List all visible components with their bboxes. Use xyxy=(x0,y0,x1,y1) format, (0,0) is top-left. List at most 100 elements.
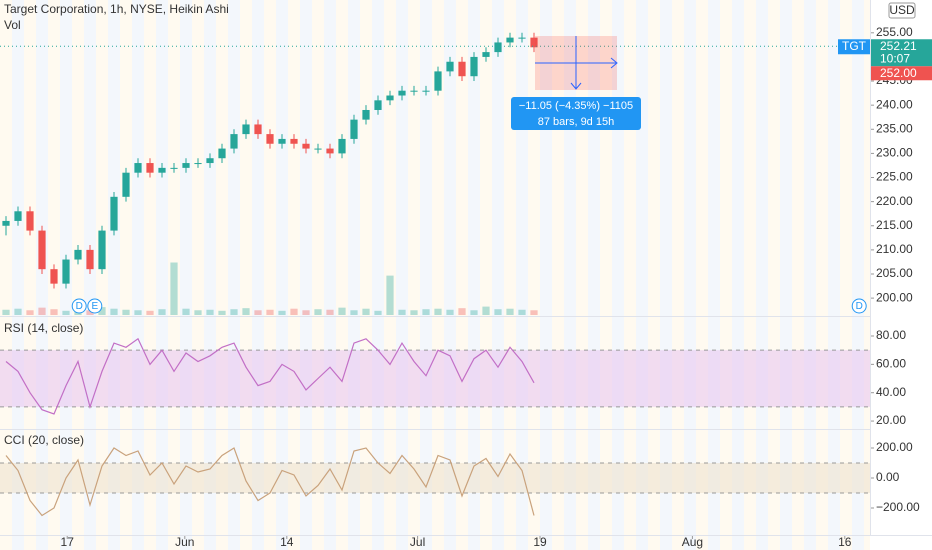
y-tick-label: 60.00 xyxy=(876,357,906,371)
candle-body xyxy=(530,37,538,48)
indicator-line xyxy=(5,337,535,415)
candle-body xyxy=(338,138,346,154)
volume-bar xyxy=(146,310,154,315)
event-marker xyxy=(71,298,87,314)
volume-bar xyxy=(326,309,334,315)
x-tick-label: 17 xyxy=(61,535,75,549)
candle-body xyxy=(38,230,46,270)
candle-body xyxy=(50,269,58,284)
currency-box[interactable] xyxy=(888,2,916,19)
candle-body xyxy=(326,148,334,154)
x-tick-label: 19 xyxy=(533,535,547,549)
x-tick-label: Jun xyxy=(175,535,194,549)
countdown: 10:07 xyxy=(880,51,910,65)
y-tick-label: 235.00 xyxy=(876,121,913,135)
event-label: D xyxy=(76,301,83,312)
y-tick-label: 200.00 xyxy=(876,290,913,304)
chart-title: Target Corporation, 1h, NYSE, Heikin Ash… xyxy=(4,2,229,16)
pane-title: CCI (20, close) xyxy=(4,433,84,447)
volume-bar xyxy=(434,308,442,315)
candle-body xyxy=(290,138,298,144)
measure-arrow xyxy=(570,82,582,90)
volume-bar xyxy=(170,262,178,315)
volume-bar xyxy=(314,309,322,315)
volume-label: Vol xyxy=(4,18,21,32)
volume-bar xyxy=(242,308,250,315)
candle-body xyxy=(230,134,238,149)
y-tick-label: 215.00 xyxy=(876,218,913,232)
x-tick-label: 16 xyxy=(838,535,852,549)
candle-body xyxy=(278,138,286,144)
y-tick-label: 230.00 xyxy=(876,146,913,160)
volume-bar xyxy=(206,309,214,315)
candle-body xyxy=(98,230,106,270)
volume-bar xyxy=(506,308,514,315)
candle-body xyxy=(242,124,250,135)
y-tick-label: −200.00 xyxy=(876,500,920,514)
candle-body xyxy=(386,95,394,101)
candle-body xyxy=(86,249,94,270)
candle-body xyxy=(518,37,526,39)
candle-body xyxy=(410,90,418,92)
volume-bar xyxy=(446,309,454,315)
candle-body xyxy=(194,163,202,165)
volume-bar xyxy=(50,309,58,315)
candle-body xyxy=(482,52,490,57)
candle-body xyxy=(494,42,502,53)
volume-bar xyxy=(374,310,382,315)
volume-bar xyxy=(2,309,10,315)
candle-body xyxy=(302,143,310,149)
indicator-line xyxy=(5,447,535,517)
candle-body xyxy=(422,90,430,92)
volume-bar xyxy=(110,308,118,315)
volume-bar xyxy=(122,309,130,315)
candle-body xyxy=(506,37,514,43)
volume-bar xyxy=(398,309,406,315)
candle-body xyxy=(374,100,382,110)
y-tick-label: 200.00 xyxy=(876,440,913,454)
measure-bars: 87 bars, 9d 15h xyxy=(538,116,614,128)
volume-bar xyxy=(530,310,538,315)
volume-bar xyxy=(182,308,190,315)
currency[interactable]: USD xyxy=(889,3,915,17)
band xyxy=(0,463,870,493)
volume-bar xyxy=(290,308,298,315)
candle-body xyxy=(266,134,274,144)
event-marker xyxy=(87,298,103,314)
x-tick-label: Aug xyxy=(682,535,703,549)
candle-body xyxy=(398,90,406,96)
y-tick-label: 240.00 xyxy=(876,97,913,111)
volume-bar xyxy=(302,310,310,315)
measure-change: −11.05 (−4.35%) −1105 xyxy=(519,100,633,112)
y-tick-label: 225.00 xyxy=(876,170,913,184)
volume-bar xyxy=(254,310,262,315)
candle-body xyxy=(458,61,466,77)
volume-bar xyxy=(62,310,70,315)
y-tick-label: 205.00 xyxy=(876,266,913,280)
candle-body xyxy=(314,148,322,150)
volume-bar xyxy=(410,310,418,315)
x-tick-label: 14 xyxy=(280,535,294,549)
candle-body xyxy=(218,148,226,159)
measure-tooltip xyxy=(511,97,641,130)
candle-body xyxy=(74,249,82,260)
volume-bar xyxy=(518,309,526,315)
bid-box xyxy=(870,66,932,81)
event-label: E xyxy=(91,301,98,312)
candle-body xyxy=(182,163,190,168)
x-tick-label: Jul xyxy=(410,535,425,549)
candle-body xyxy=(62,259,70,284)
candle-body xyxy=(26,211,34,231)
candle-body xyxy=(110,196,118,231)
pane-title: RSI (14, close) xyxy=(4,321,83,335)
volume-bar xyxy=(362,308,370,315)
symbol-label: TGT xyxy=(842,39,867,53)
event-marker xyxy=(851,298,867,314)
volume-bar xyxy=(98,307,106,315)
y-tick-label: 0.00 xyxy=(876,470,900,484)
y-tick-label: 20.00 xyxy=(876,413,906,427)
volume-bar xyxy=(470,310,478,315)
y-tick-label: 255.00 xyxy=(876,25,913,39)
y-tick-label: 210.00 xyxy=(876,242,913,256)
volume-bar xyxy=(386,275,394,315)
